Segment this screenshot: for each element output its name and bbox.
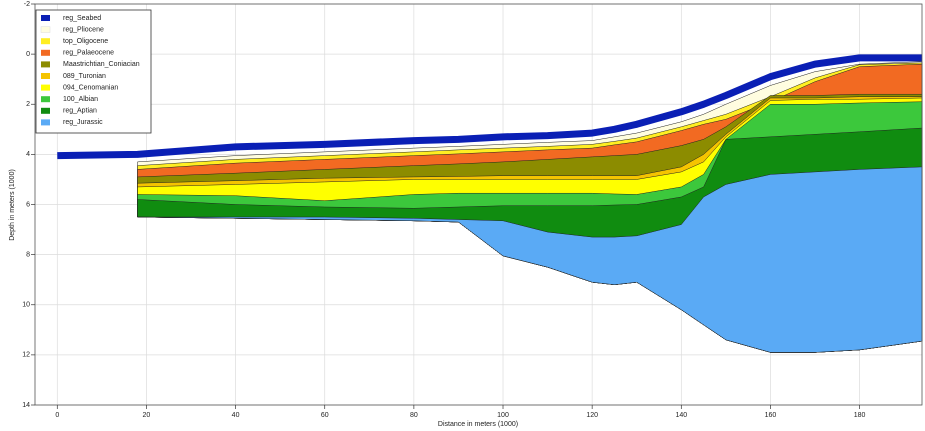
legend-label: top_Oligocene (63, 38, 108, 45)
y-tick-label: 10 (22, 302, 30, 309)
x-tick-label: 140 (675, 412, 687, 419)
legend-label: Maastrichtian_Coniacian (63, 61, 140, 68)
legend-swatch (41, 119, 50, 126)
y-tick-label: 8 (26, 251, 30, 258)
x-tick-label: 120 (586, 412, 598, 419)
y-tick-label: -2 (24, 1, 30, 8)
x-axis-title: Distance in meters (1000) (438, 421, 518, 428)
legend: reg_Seabed reg_Pliocene top_Oligocene reg_P… (35, 9, 152, 134)
legend-swatch (40, 26, 51, 33)
legend-swatch (41, 96, 50, 103)
x-tick-label: 160 (765, 412, 777, 419)
y-tick-label: 12 (22, 352, 30, 359)
y-tick-label: 2 (26, 101, 30, 108)
x-tick-label: 60 (321, 412, 329, 419)
legend-label: 089_Turonian (63, 73, 106, 80)
y-tick-label: 6 (26, 201, 30, 208)
legend-swatch (41, 84, 50, 91)
legend-label: 094_Cenomanian (63, 84, 118, 91)
legend-swatch (41, 38, 50, 45)
legend-swatch (41, 15, 50, 21)
x-tick-label: 20 (143, 412, 151, 419)
seabed-band (57, 54, 922, 160)
x-tick-label: 0 (55, 412, 59, 419)
legend-label: reg_Jurassic (63, 119, 103, 126)
x-tick-label: 80 (410, 412, 418, 419)
x-tick-label: 40 (232, 412, 240, 419)
layers (57, 54, 923, 353)
x-tick-label: 180 (854, 412, 866, 419)
legend-label: 100_Albian (63, 96, 98, 103)
legend-label: reg_Palaeocene (63, 50, 114, 57)
axes: 0 20 40 60 80 100 120 140 160 180 -2 0 2 4 6 8 10 12 14 (22, 1, 865, 419)
legend-swatch (41, 49, 50, 56)
legend-box (35, 9, 152, 134)
legend-swatch (41, 107, 50, 114)
legend-swatch (41, 73, 50, 79)
legend-label: reg_Aptian (63, 108, 97, 115)
legend-label: reg_Seabed (63, 15, 101, 22)
y-axis-title: Depth in meters (1000) (9, 169, 16, 241)
y-tick-label: 0 (26, 51, 30, 58)
legend-swatch (41, 61, 50, 68)
y-tick-label: 4 (26, 151, 30, 158)
x-tick-label: 100 (497, 412, 509, 419)
legend-label: reg_Pliocene (63, 26, 104, 33)
y-tick-label: 14 (22, 402, 30, 409)
